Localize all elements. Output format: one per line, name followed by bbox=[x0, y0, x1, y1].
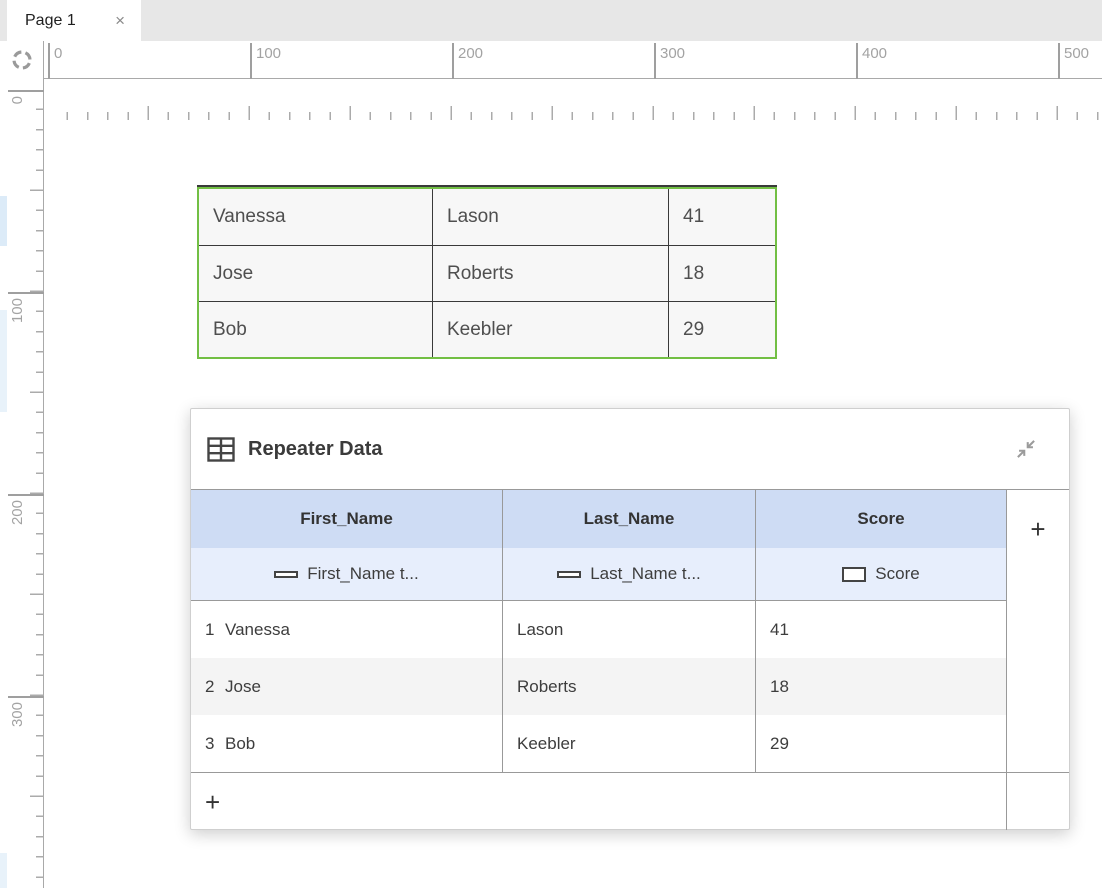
grid-columns-block: First_Name Last_Name Score First_Name t.… bbox=[191, 490, 1007, 772]
horizontal-ruler-medium-ticks bbox=[48, 106, 1102, 120]
column-header-score[interactable]: Score bbox=[756, 490, 1006, 548]
close-icon[interactable]: × bbox=[115, 10, 125, 30]
widget-binding-label: Score bbox=[875, 564, 920, 583]
tab-page-1[interactable]: Page 1 × bbox=[7, 0, 141, 41]
data-cell[interactable]: 3 Bob bbox=[191, 715, 503, 772]
widget-binding-row: First_Name t... Last_Name t... Score bbox=[191, 548, 1006, 601]
table-cell[interactable]: Jose bbox=[199, 246, 433, 301]
table-cell[interactable]: Roberts bbox=[433, 246, 669, 301]
rectangle-icon bbox=[842, 566, 867, 582]
data-cell[interactable]: 2 Jose bbox=[191, 658, 503, 715]
widget-binding-label: Last_Name t... bbox=[590, 564, 701, 583]
column-header-first-name[interactable]: First_Name bbox=[191, 490, 503, 548]
ruler-label: 0 bbox=[9, 96, 26, 105]
ruler-tick-v-300 bbox=[8, 696, 44, 698]
table-cell[interactable]: Lason bbox=[433, 189, 669, 245]
data-cell[interactable]: 41 bbox=[770, 619, 789, 639]
panel-title: Repeater Data bbox=[248, 437, 383, 460]
horizontal-ruler bbox=[0, 41, 1102, 120]
add-row-spacer bbox=[1007, 773, 1069, 830]
data-row-1: 1 Vanessa Lason 41 bbox=[191, 601, 1006, 658]
table-row[interactable]: Bob Keebler 29 bbox=[199, 301, 775, 357]
ruler-tick-300 bbox=[654, 43, 656, 79]
data-cell[interactable]: Lason bbox=[503, 601, 756, 658]
ruler-selection-band bbox=[0, 196, 7, 246]
ruler-label: 300 bbox=[9, 702, 26, 728]
crosshair-target-icon bbox=[11, 50, 32, 70]
ruler-tick-v-100 bbox=[8, 292, 44, 294]
column-header-last-name[interactable]: Last_Name bbox=[503, 490, 756, 548]
ruler-label: 100 bbox=[256, 45, 282, 62]
ruler-tick-0 bbox=[48, 43, 50, 79]
ruler-tick-200 bbox=[452, 43, 454, 79]
cell-value: Jose bbox=[225, 676, 261, 696]
ruler-label: 300 bbox=[660, 45, 686, 62]
cell-value: Bob bbox=[225, 733, 256, 753]
tab-title: Page 1 bbox=[25, 11, 76, 29]
plus-icon: + bbox=[1030, 514, 1046, 544]
ruler-label: 400 bbox=[862, 45, 888, 62]
table-cell[interactable]: 41 bbox=[683, 206, 705, 227]
column-name: Score bbox=[857, 509, 905, 528]
ruler-label: 500 bbox=[1064, 45, 1090, 62]
ruler-origin-button[interactable] bbox=[0, 41, 44, 79]
data-cell[interactable]: Keebler bbox=[503, 715, 756, 772]
ruler-tick-400 bbox=[856, 43, 858, 79]
repeater-data-panel: Repeater Data First_Name Last_Name Sco bbox=[190, 408, 1070, 830]
ruler-tick-v-0 bbox=[8, 90, 44, 92]
column-name: Last_Name bbox=[583, 509, 675, 528]
add-row-button[interactable]: + bbox=[191, 773, 1007, 830]
row-number: 2 bbox=[205, 676, 215, 696]
table-cell[interactable]: 18 bbox=[683, 263, 705, 284]
text-field-icon bbox=[557, 570, 582, 578]
row-number: 3 bbox=[205, 733, 215, 753]
ruler-label: 200 bbox=[9, 500, 26, 526]
add-column-button[interactable]: + bbox=[1007, 490, 1069, 772]
table-cell[interactable]: Vanessa bbox=[199, 189, 433, 245]
data-cell[interactable]: 29 bbox=[770, 733, 789, 753]
vertical-ruler-medium-ticks bbox=[30, 90, 44, 888]
table-row[interactable]: Vanessa Lason 41 bbox=[199, 189, 775, 245]
table-row[interactable]: Jose Roberts 18 bbox=[199, 245, 775, 301]
widget-binding-last-name[interactable]: Last_Name t... bbox=[503, 548, 756, 600]
data-row-3: 3 Bob Keebler 29 bbox=[191, 715, 1006, 772]
ruler-label: 100 bbox=[9, 298, 26, 324]
ruler-tick-500 bbox=[1058, 43, 1060, 79]
data-cell[interactable]: Roberts bbox=[503, 658, 756, 715]
widget-binding-first-name[interactable]: First_Name t... bbox=[191, 548, 503, 600]
table-cell[interactable]: Keebler bbox=[433, 302, 669, 357]
add-row-bar: + bbox=[191, 772, 1069, 830]
row-number: 1 bbox=[205, 619, 215, 639]
vertical-ruler bbox=[0, 79, 44, 888]
data-cell[interactable]: 1 Vanessa bbox=[191, 601, 503, 658]
ruler-selection-band bbox=[0, 853, 7, 888]
ruler-label: 200 bbox=[458, 45, 484, 62]
table-cell[interactable]: Bob bbox=[199, 302, 433, 357]
data-cell[interactable]: 18 bbox=[770, 676, 789, 696]
panel-title-bar: Repeater Data bbox=[191, 409, 1069, 489]
tab-bar: Page 1 × bbox=[0, 0, 1102, 41]
widget-binding-label: First_Name t... bbox=[307, 564, 419, 583]
data-row-2: 2 Jose Roberts 18 bbox=[191, 658, 1006, 715]
ruler-label: 0 bbox=[54, 45, 63, 62]
collapse-icon[interactable] bbox=[1013, 436, 1039, 462]
plus-icon: + bbox=[205, 786, 221, 817]
ruler-tick-v-200 bbox=[8, 494, 44, 496]
table-cell[interactable]: 29 bbox=[683, 319, 705, 340]
column-name: First_Name bbox=[300, 509, 393, 528]
cell-value: Vanessa bbox=[225, 619, 290, 639]
selection-outline: Vanessa Lason 41 Jose Roberts 18 Bob Kee… bbox=[197, 187, 777, 359]
ruler-tick-100 bbox=[250, 43, 252, 79]
widget-binding-score[interactable]: Score bbox=[756, 548, 1006, 600]
canvas-repeater-widget[interactable]: Vanessa Lason 41 Jose Roberts 18 Bob Kee… bbox=[197, 185, 777, 359]
repeater-data-grid: First_Name Last_Name Score First_Name t.… bbox=[191, 489, 1069, 830]
table-grid-icon bbox=[207, 436, 235, 462]
column-header-row: First_Name Last_Name Score bbox=[191, 490, 1006, 548]
ruler-selection-band bbox=[0, 310, 7, 412]
text-field-icon bbox=[274, 570, 299, 578]
